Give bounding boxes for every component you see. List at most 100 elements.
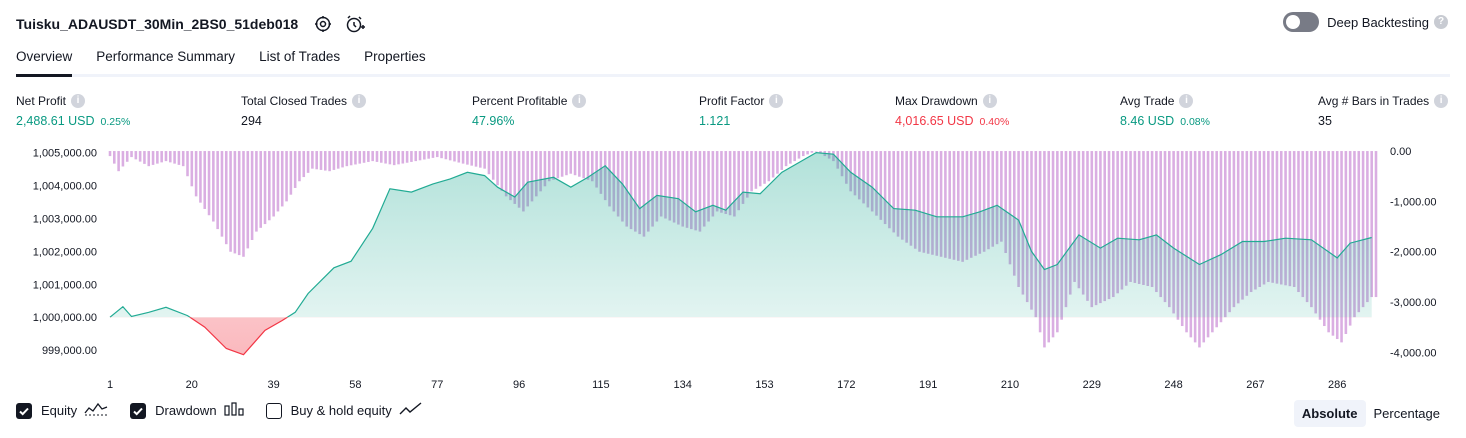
drawdown-bar <box>207 151 211 216</box>
drawdown-bar <box>1361 151 1365 308</box>
drawdown-bar <box>1331 151 1335 336</box>
legend-label: Drawdown <box>155 403 217 418</box>
drawdown-bar <box>664 151 667 219</box>
add-alert-icon[interactable] <box>344 13 366 35</box>
drawdown-bar <box>134 151 138 160</box>
stat-value: 4,016.65 USD <box>895 114 974 128</box>
legend-label: Equity <box>41 403 78 418</box>
drawdown-bar <box>1025 151 1029 303</box>
drawdown-bar <box>1068 151 1072 295</box>
info-icon[interactable]: i <box>352 94 367 108</box>
drawdown-bar <box>173 151 176 164</box>
drawdown-bar <box>276 151 280 212</box>
info-icon[interactable]: i <box>769 94 784 108</box>
drawdown-bar <box>1116 151 1119 294</box>
drawdown-bar <box>707 151 710 222</box>
drawdown-checkbox[interactable] <box>130 402 147 419</box>
drawdown-bar <box>728 151 732 216</box>
legend-equity[interactable]: Equity <box>16 402 108 419</box>
drawdown-bar <box>1327 151 1330 333</box>
legend-buy-hold-equity[interactable]: Buy & hold equity <box>265 402 423 419</box>
settings-icon[interactable] <box>312 13 334 35</box>
drawdown-bar <box>349 151 353 166</box>
drawdown-bar <box>685 151 689 228</box>
drawdown-bar <box>1034 151 1038 318</box>
drawdown-bar <box>1370 151 1373 298</box>
percentage-button[interactable]: Percentage <box>1373 406 1441 421</box>
drawdown-bar <box>280 151 284 207</box>
x-tick-label: 134 <box>674 379 692 391</box>
equity-drawdown-chart[interactable]: 1,005,000.00 1,004,000.00 1,003,000.00 1,00… <box>0 140 1466 395</box>
drawdown-bar <box>255 151 258 232</box>
drawdown-bar <box>780 151 784 170</box>
tab-properties[interactable]: Properties <box>364 49 426 64</box>
drawdown-bar <box>711 151 715 217</box>
tab-list-of-trades[interactable]: List of Trades <box>259 49 341 64</box>
y-right-tick-label: 0.00 <box>1390 146 1411 158</box>
drawdown-bar <box>147 151 151 167</box>
legend-label: Buy & hold equity <box>290 403 392 418</box>
drawdown-bar <box>974 151 977 256</box>
deep-backtesting-control: Deep Backtesting ? <box>1283 12 1448 32</box>
drawdown-bar <box>522 151 525 212</box>
drawdown-bar <box>651 151 654 227</box>
drawdown-bar <box>229 151 232 252</box>
drawdown-bar <box>371 151 374 162</box>
info-icon[interactable]: i <box>982 94 997 108</box>
drawdown-bar <box>453 151 456 162</box>
legend-drawdown[interactable]: Drawdown <box>130 402 244 419</box>
drawdown-bar <box>1353 151 1356 318</box>
drawdown-bar <box>289 151 293 195</box>
drawdown-bar <box>1271 151 1274 283</box>
help-icon[interactable]: ? <box>1434 15 1448 29</box>
x-tick-label: 267 <box>1246 379 1264 391</box>
drawdown-bar <box>698 151 702 232</box>
drawdown-bar <box>1185 151 1188 333</box>
drawdown-bar <box>466 151 469 165</box>
drawdown-bar <box>1340 151 1343 343</box>
tab-performance-summary[interactable]: Performance Summary <box>96 49 236 64</box>
drawdown-bar <box>1056 151 1059 333</box>
drawdown-bar <box>1150 151 1154 287</box>
y-right-tick-label: -2,000.00 <box>1390 247 1436 259</box>
x-tick-label: 77 <box>431 379 443 391</box>
buy-hold-checkbox[interactable] <box>265 402 282 419</box>
drawdown-bar <box>448 151 452 161</box>
drawdown-bar <box>909 151 913 246</box>
drawdown-bar <box>311 151 314 169</box>
drawdown-bar <box>681 151 684 227</box>
drawdown-bar <box>995 151 999 245</box>
drawdown-bar <box>160 151 163 163</box>
info-icon[interactable]: i <box>71 94 86 108</box>
drawdown-bar <box>901 151 904 240</box>
stat-label: Avg Trade <box>1120 94 1175 108</box>
drawdown-bar <box>1254 151 1257 290</box>
drawdown-bar <box>130 151 133 158</box>
drawdown-bar <box>285 151 288 202</box>
x-tick-label: 248 <box>1164 379 1182 391</box>
drawdown-bar <box>1043 151 1046 348</box>
deep-backtesting-toggle[interactable] <box>1283 12 1320 32</box>
drawdown-bar <box>513 151 517 204</box>
info-icon[interactable]: i <box>1434 94 1449 108</box>
drawdown-bar <box>776 151 779 174</box>
drawdown-bar <box>888 151 891 229</box>
tab-overview[interactable]: Overview <box>16 42 73 77</box>
drawdown-bar <box>1051 151 1055 338</box>
y-right-tick-label: -1,000.00 <box>1390 196 1436 208</box>
drawdown-bar <box>913 151 917 249</box>
drawdown-bar <box>168 151 172 163</box>
drawdown-bar <box>388 151 392 165</box>
stat-value: 47.96% <box>472 114 515 128</box>
drawdown-bar <box>879 151 883 220</box>
info-icon[interactable]: i <box>572 94 587 108</box>
drawdown-bar <box>242 151 245 257</box>
info-icon[interactable]: i <box>1179 94 1194 108</box>
drawdown-bar <box>870 151 874 212</box>
absolute-button[interactable]: Absolute <box>1293 400 1366 427</box>
drawdown-bar <box>517 151 521 208</box>
drawdown-bar <box>392 151 396 166</box>
equity-checkbox[interactable] <box>16 402 32 419</box>
drawdown-bar <box>405 151 409 163</box>
drawdown-bar <box>952 151 956 260</box>
